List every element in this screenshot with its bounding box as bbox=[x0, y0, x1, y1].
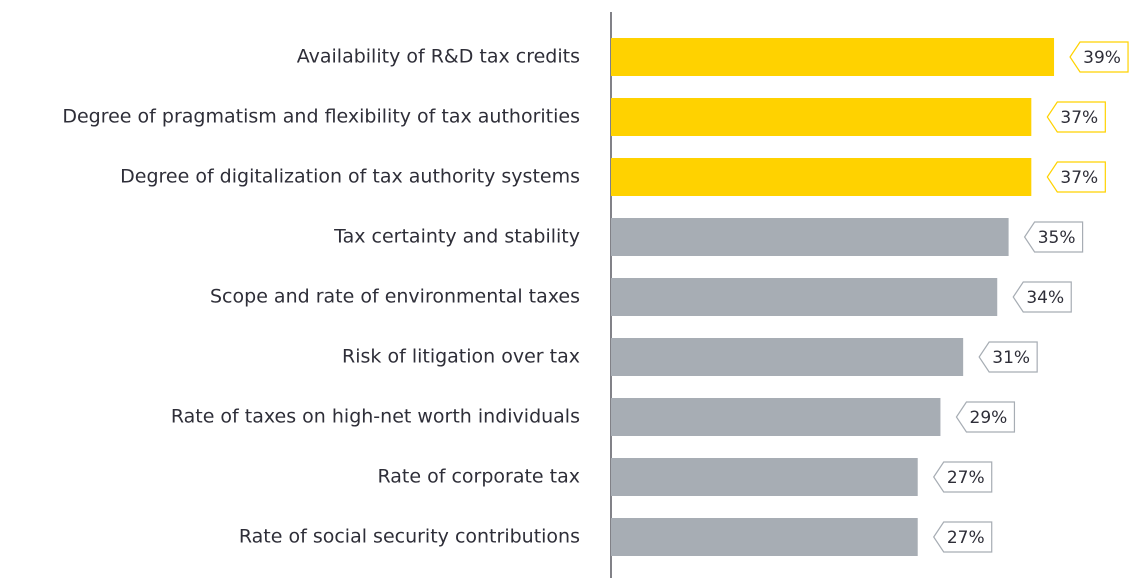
value-label: 27% bbox=[947, 528, 985, 548]
value-label: 27% bbox=[947, 468, 985, 488]
value-callout bbox=[932, 461, 993, 493]
bar bbox=[611, 458, 918, 496]
value-label: 29% bbox=[970, 408, 1008, 428]
bar bbox=[611, 338, 964, 376]
bar bbox=[611, 518, 918, 556]
category-label: Risk of litigation over tax bbox=[342, 346, 580, 368]
value-label: 37% bbox=[1060, 168, 1098, 188]
value-callout bbox=[978, 341, 1038, 373]
value-callout bbox=[1046, 101, 1106, 133]
bar bbox=[611, 158, 1032, 196]
value-label: 37% bbox=[1060, 108, 1098, 128]
value-callout bbox=[932, 521, 993, 553]
bar bbox=[611, 398, 941, 436]
bar bbox=[611, 98, 1032, 136]
value-label: 35% bbox=[1038, 228, 1076, 248]
value-label: 31% bbox=[992, 348, 1030, 368]
category-label: Scope and rate of environmental taxes bbox=[210, 286, 580, 308]
bar bbox=[611, 278, 998, 316]
value-callout bbox=[955, 401, 1016, 433]
category-label: Degree of digitalization of tax authorit… bbox=[120, 166, 580, 188]
value-label: 39% bbox=[1083, 48, 1121, 68]
category-label: Rate of taxes on high-net worth individu… bbox=[171, 406, 580, 428]
value-callout bbox=[1046, 161, 1106, 193]
bar bbox=[611, 218, 1009, 256]
category-label: Availability of R&D tax credits bbox=[297, 46, 580, 68]
value-callout bbox=[1023, 221, 1084, 253]
category-label: Rate of social security contributions bbox=[239, 526, 580, 548]
value-callout bbox=[1012, 281, 1072, 313]
category-label: Rate of corporate tax bbox=[378, 466, 581, 488]
value-callout bbox=[1069, 41, 1129, 73]
category-label: Degree of pragmatism and flexibility of … bbox=[62, 106, 580, 128]
bar bbox=[611, 38, 1055, 76]
value-label: 34% bbox=[1026, 288, 1064, 308]
category-label: Tax certainty and stability bbox=[333, 226, 580, 248]
